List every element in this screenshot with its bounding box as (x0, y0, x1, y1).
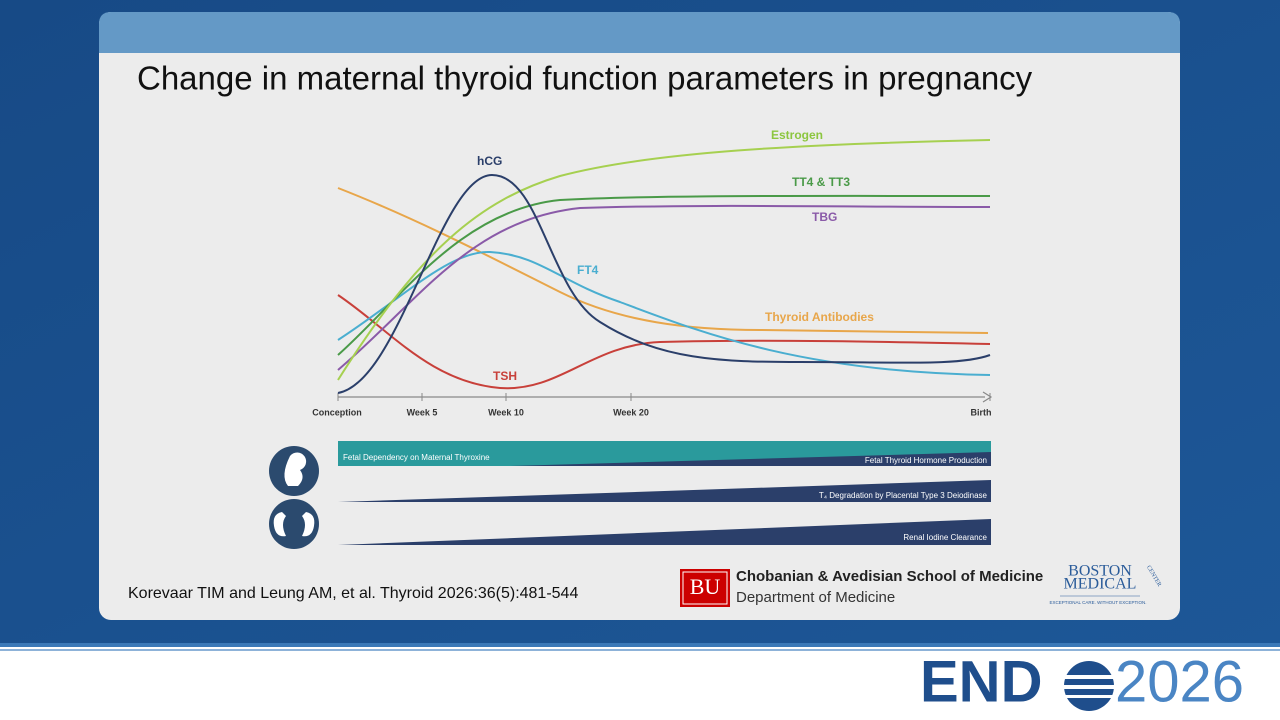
footer-rule (0, 649, 1280, 651)
slide-title: Change in maternal thyroid function para… (137, 60, 1033, 97)
curve-label: Thyroid Antibodies (765, 310, 874, 324)
x-label: Week 20 (613, 407, 649, 417)
citation: Korevaar TIM and Leung AM, et al. Thyroi… (128, 585, 578, 602)
department-name: Department of Medicine (736, 589, 895, 606)
x-label: Birth (971, 407, 992, 417)
curve-label: TBG (812, 210, 837, 224)
slide-card (99, 12, 1180, 620)
estrogen-curve (337, 139, 991, 381)
degradation-wedge (338, 480, 991, 502)
bar-label: Renal Iodine Clearance (903, 533, 987, 542)
school-name: Chobanian & Avedisian School of Medicine (736, 568, 1043, 585)
footer-year: 2026 (1115, 649, 1244, 714)
curve-label: TSH (493, 369, 517, 383)
kidney-icon (269, 499, 319, 549)
curve-label: FT4 (577, 263, 599, 277)
curve-label: TT4 & TT3 (792, 175, 850, 189)
globe-icon (1064, 661, 1114, 711)
tbg-curve (337, 204, 991, 371)
x-label: Week 5 (407, 407, 438, 417)
x-label: Conception (312, 407, 362, 417)
production-wedge (510, 452, 991, 466)
ft4-curve (337, 250, 991, 376)
curve-label: Estrogen (771, 128, 823, 142)
hcg-curve (337, 173, 991, 394)
globe-stripe (1064, 685, 1114, 689)
bar-label: T₄ Degradation by Placental Type 3 Deiod… (819, 491, 988, 500)
card-header (99, 12, 1180, 53)
fetus-shape (284, 452, 307, 486)
globe-stripe (1064, 695, 1114, 698)
bu-logo (680, 569, 730, 607)
bar-label: Fetal Dependency on Maternal Thyroxine (343, 453, 490, 462)
bmc-tagline: EXCEPTIONAL CARE. WITHOUT EXCEPTION. (1049, 600, 1146, 605)
footer-brand: END (920, 649, 1042, 714)
curve-label: hCG (477, 154, 502, 168)
bar-label: Fetal Thyroid Hormone Production (865, 456, 987, 465)
bmc-line: BOSTON (1068, 563, 1132, 580)
tsh-curve (337, 294, 991, 390)
antibodies-curve (337, 187, 989, 334)
kidney-shape (273, 512, 315, 537)
axis-arrow (982, 391, 993, 403)
bmc-line: MEDICAL (1064, 576, 1137, 593)
ticks (337, 393, 991, 401)
bu-logo-frame (682, 571, 728, 605)
timeline-bars: Fetal Dependency on Maternal Thyroxine F… (269, 441, 991, 549)
bu-mark: BU (690, 574, 721, 599)
tt4-curve (337, 194, 991, 356)
x-label: Week 10 (488, 407, 524, 417)
footer-rule (0, 643, 1280, 647)
renal-wedge (338, 519, 991, 545)
chart: Conception Week 5 Week 10 Week 20 Birth … (312, 128, 993, 417)
globe-stripe (1064, 675, 1114, 679)
